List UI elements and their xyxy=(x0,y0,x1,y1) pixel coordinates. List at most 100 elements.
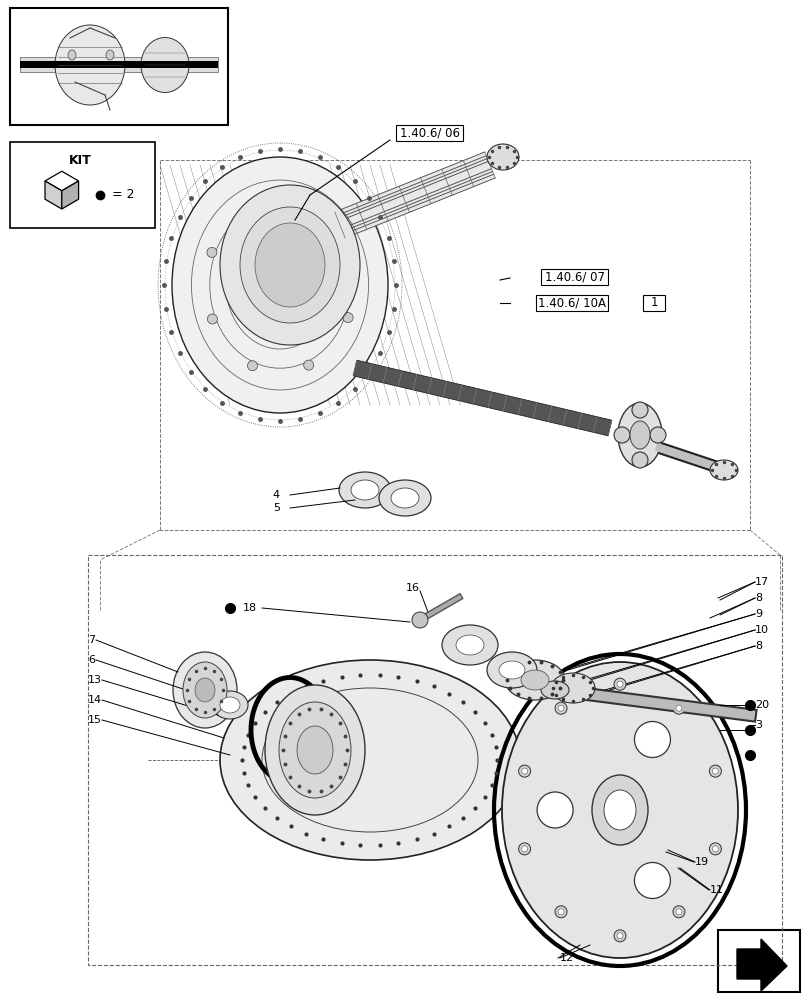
Text: 14: 14 xyxy=(88,695,102,705)
Circle shape xyxy=(633,862,670,898)
Circle shape xyxy=(649,427,665,443)
Text: 20: 20 xyxy=(754,700,768,710)
Ellipse shape xyxy=(487,652,536,688)
Ellipse shape xyxy=(182,662,227,718)
Text: 3: 3 xyxy=(754,720,761,730)
Bar xyxy=(10,142,155,228)
Ellipse shape xyxy=(551,673,594,703)
Bar xyxy=(396,125,463,141)
Ellipse shape xyxy=(106,50,114,60)
Polygon shape xyxy=(334,152,495,238)
Bar xyxy=(10,8,228,125)
Circle shape xyxy=(616,933,622,939)
Polygon shape xyxy=(736,939,786,991)
Text: 1.40.6/ 06: 1.40.6/ 06 xyxy=(400,127,460,140)
Ellipse shape xyxy=(255,223,324,307)
Circle shape xyxy=(555,702,566,714)
Circle shape xyxy=(536,792,573,828)
Circle shape xyxy=(633,722,670,758)
Circle shape xyxy=(557,909,564,915)
Circle shape xyxy=(557,705,564,711)
Ellipse shape xyxy=(540,681,569,699)
Circle shape xyxy=(247,361,257,371)
Bar xyxy=(717,930,799,992)
Text: KIT: KIT xyxy=(69,154,92,167)
Polygon shape xyxy=(45,171,79,191)
Ellipse shape xyxy=(220,697,240,713)
Bar xyxy=(88,555,781,965)
Ellipse shape xyxy=(279,702,350,798)
Bar xyxy=(20,57,217,72)
Text: 8: 8 xyxy=(754,641,762,651)
Bar xyxy=(535,295,607,311)
Ellipse shape xyxy=(173,652,237,728)
Ellipse shape xyxy=(55,25,125,105)
Ellipse shape xyxy=(629,421,649,449)
Circle shape xyxy=(555,906,566,918)
Ellipse shape xyxy=(501,662,737,958)
Text: 10: 10 xyxy=(754,625,768,635)
Ellipse shape xyxy=(68,50,76,60)
Circle shape xyxy=(411,612,427,628)
Circle shape xyxy=(711,768,718,774)
Bar xyxy=(541,269,607,285)
Text: 17: 17 xyxy=(754,577,768,587)
Bar xyxy=(642,295,664,311)
Polygon shape xyxy=(45,181,62,209)
Text: 16: 16 xyxy=(406,583,419,593)
Ellipse shape xyxy=(487,144,518,170)
Circle shape xyxy=(303,360,313,370)
Ellipse shape xyxy=(521,670,548,690)
Ellipse shape xyxy=(212,691,247,719)
Circle shape xyxy=(207,247,217,257)
Ellipse shape xyxy=(391,488,418,508)
Ellipse shape xyxy=(195,678,215,702)
Circle shape xyxy=(711,846,718,852)
Text: 6: 6 xyxy=(88,655,95,665)
Circle shape xyxy=(303,199,312,209)
Text: 4: 4 xyxy=(272,490,280,500)
Circle shape xyxy=(631,402,647,418)
Ellipse shape xyxy=(591,775,647,845)
Text: 1.40.6/ 07: 1.40.6/ 07 xyxy=(544,270,604,284)
Circle shape xyxy=(207,314,217,324)
Ellipse shape xyxy=(338,472,391,508)
Circle shape xyxy=(342,246,352,256)
Ellipse shape xyxy=(172,157,388,413)
Ellipse shape xyxy=(603,790,635,830)
Ellipse shape xyxy=(617,403,661,467)
Circle shape xyxy=(675,705,681,711)
Ellipse shape xyxy=(504,660,564,700)
Text: 11: 11 xyxy=(709,885,723,895)
Circle shape xyxy=(343,313,353,323)
Text: 1: 1 xyxy=(650,296,657,310)
Circle shape xyxy=(675,909,681,915)
Ellipse shape xyxy=(264,685,365,815)
Circle shape xyxy=(616,681,622,687)
Circle shape xyxy=(631,452,647,468)
Polygon shape xyxy=(353,360,611,436)
Ellipse shape xyxy=(499,661,525,679)
Circle shape xyxy=(518,843,530,855)
Text: 9: 9 xyxy=(754,609,762,619)
Circle shape xyxy=(521,768,527,774)
Text: = 2: = 2 xyxy=(112,188,135,202)
Circle shape xyxy=(672,702,684,714)
Ellipse shape xyxy=(220,185,359,345)
Ellipse shape xyxy=(297,726,333,774)
Text: 8: 8 xyxy=(754,593,762,603)
Text: 5: 5 xyxy=(272,503,280,513)
Text: 15: 15 xyxy=(88,715,102,725)
Circle shape xyxy=(709,843,720,855)
Ellipse shape xyxy=(141,38,189,93)
Text: 7: 7 xyxy=(88,635,95,645)
Circle shape xyxy=(521,846,527,852)
Ellipse shape xyxy=(441,625,497,665)
Circle shape xyxy=(518,765,530,777)
Text: 13: 13 xyxy=(88,675,102,685)
Circle shape xyxy=(246,200,256,210)
Ellipse shape xyxy=(456,635,483,655)
Circle shape xyxy=(613,427,629,443)
Text: 18: 18 xyxy=(242,603,257,613)
Text: 12: 12 xyxy=(560,953,573,963)
